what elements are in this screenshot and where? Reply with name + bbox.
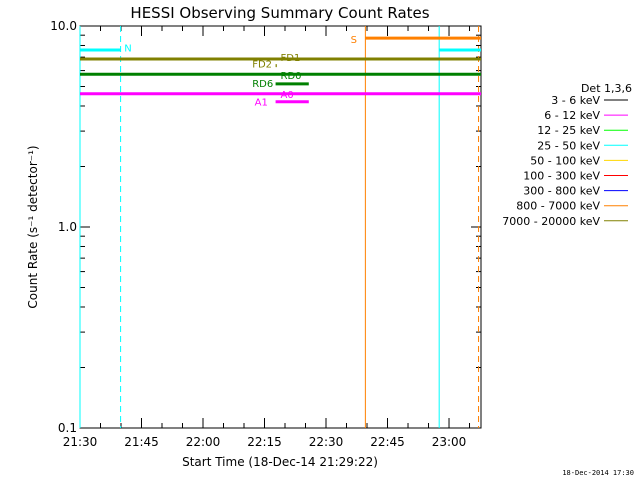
x-tick-label: 21:30 xyxy=(63,435,98,449)
legend-entry-label: 7000 - 20000 keV xyxy=(502,215,600,228)
flag-label: A0 xyxy=(281,90,294,101)
x-tick-label: 22:45 xyxy=(370,435,405,449)
legend-entry-label: 12 - 25 keV xyxy=(537,124,600,137)
legend: Det 1,3,63 - 6 keV 6 - 12 keV 12 - 25 keV 2… xyxy=(502,82,632,228)
legend-entry-label: 50 - 100 keV xyxy=(530,154,600,167)
legend-entry-label: 3 - 6 keV xyxy=(551,94,600,107)
flag-label: FD2 xyxy=(252,60,272,71)
legend-entry-label: 300 - 800 keV xyxy=(523,185,600,198)
data-series xyxy=(80,36,481,104)
x-tick-label: 22:30 xyxy=(309,435,344,449)
legend-title: Det 1,3,6 xyxy=(581,82,632,95)
x-axis-label: Start Time (18-Dec-14 21:29:22) xyxy=(182,455,378,469)
y-tick-label: 10.0 xyxy=(50,19,77,33)
axis-ticks: 10.0 1.0 0.121:30 21:45 22:00 22:15 22:30 22:45… xyxy=(50,19,481,449)
x-tick-label: 22:00 xyxy=(186,435,221,449)
flag-label: S xyxy=(351,35,357,46)
x-tick-label: 21:45 xyxy=(124,435,159,449)
legend-entry-label: 800 - 7000 keV xyxy=(516,200,600,213)
legend-entry-label: 100 - 300 keV xyxy=(523,170,600,183)
flag-label: RD6 xyxy=(252,79,273,90)
legend-entry-label: 6 - 12 keV xyxy=(544,109,600,122)
chart-title: HESSI Observing Summary Count Rates xyxy=(130,4,429,22)
y-tick-label: 0.1 xyxy=(58,421,77,435)
plot-frame xyxy=(79,25,482,429)
flag-label: N xyxy=(124,44,131,55)
x-tick-label: 22:15 xyxy=(247,435,282,449)
flag-label: RD0 xyxy=(281,71,302,82)
legend-entry-label: 25 - 50 keV xyxy=(537,139,600,152)
x-tick-label: 23:00 xyxy=(432,435,467,449)
y-tick-label: 1.0 xyxy=(58,220,77,234)
y-axis-label: Count Rate (s⁻¹ detector⁻¹) xyxy=(26,145,40,308)
vertical-markers xyxy=(79,26,480,428)
flag-label: FD1 xyxy=(281,53,301,64)
flag-annotations: N S FD1 FD2 RD0 RD6 A0 A1 xyxy=(124,35,357,109)
footer-timestamp: 18-Dec-2014 17:30 xyxy=(562,469,634,477)
flag-label: A1 xyxy=(255,98,268,109)
